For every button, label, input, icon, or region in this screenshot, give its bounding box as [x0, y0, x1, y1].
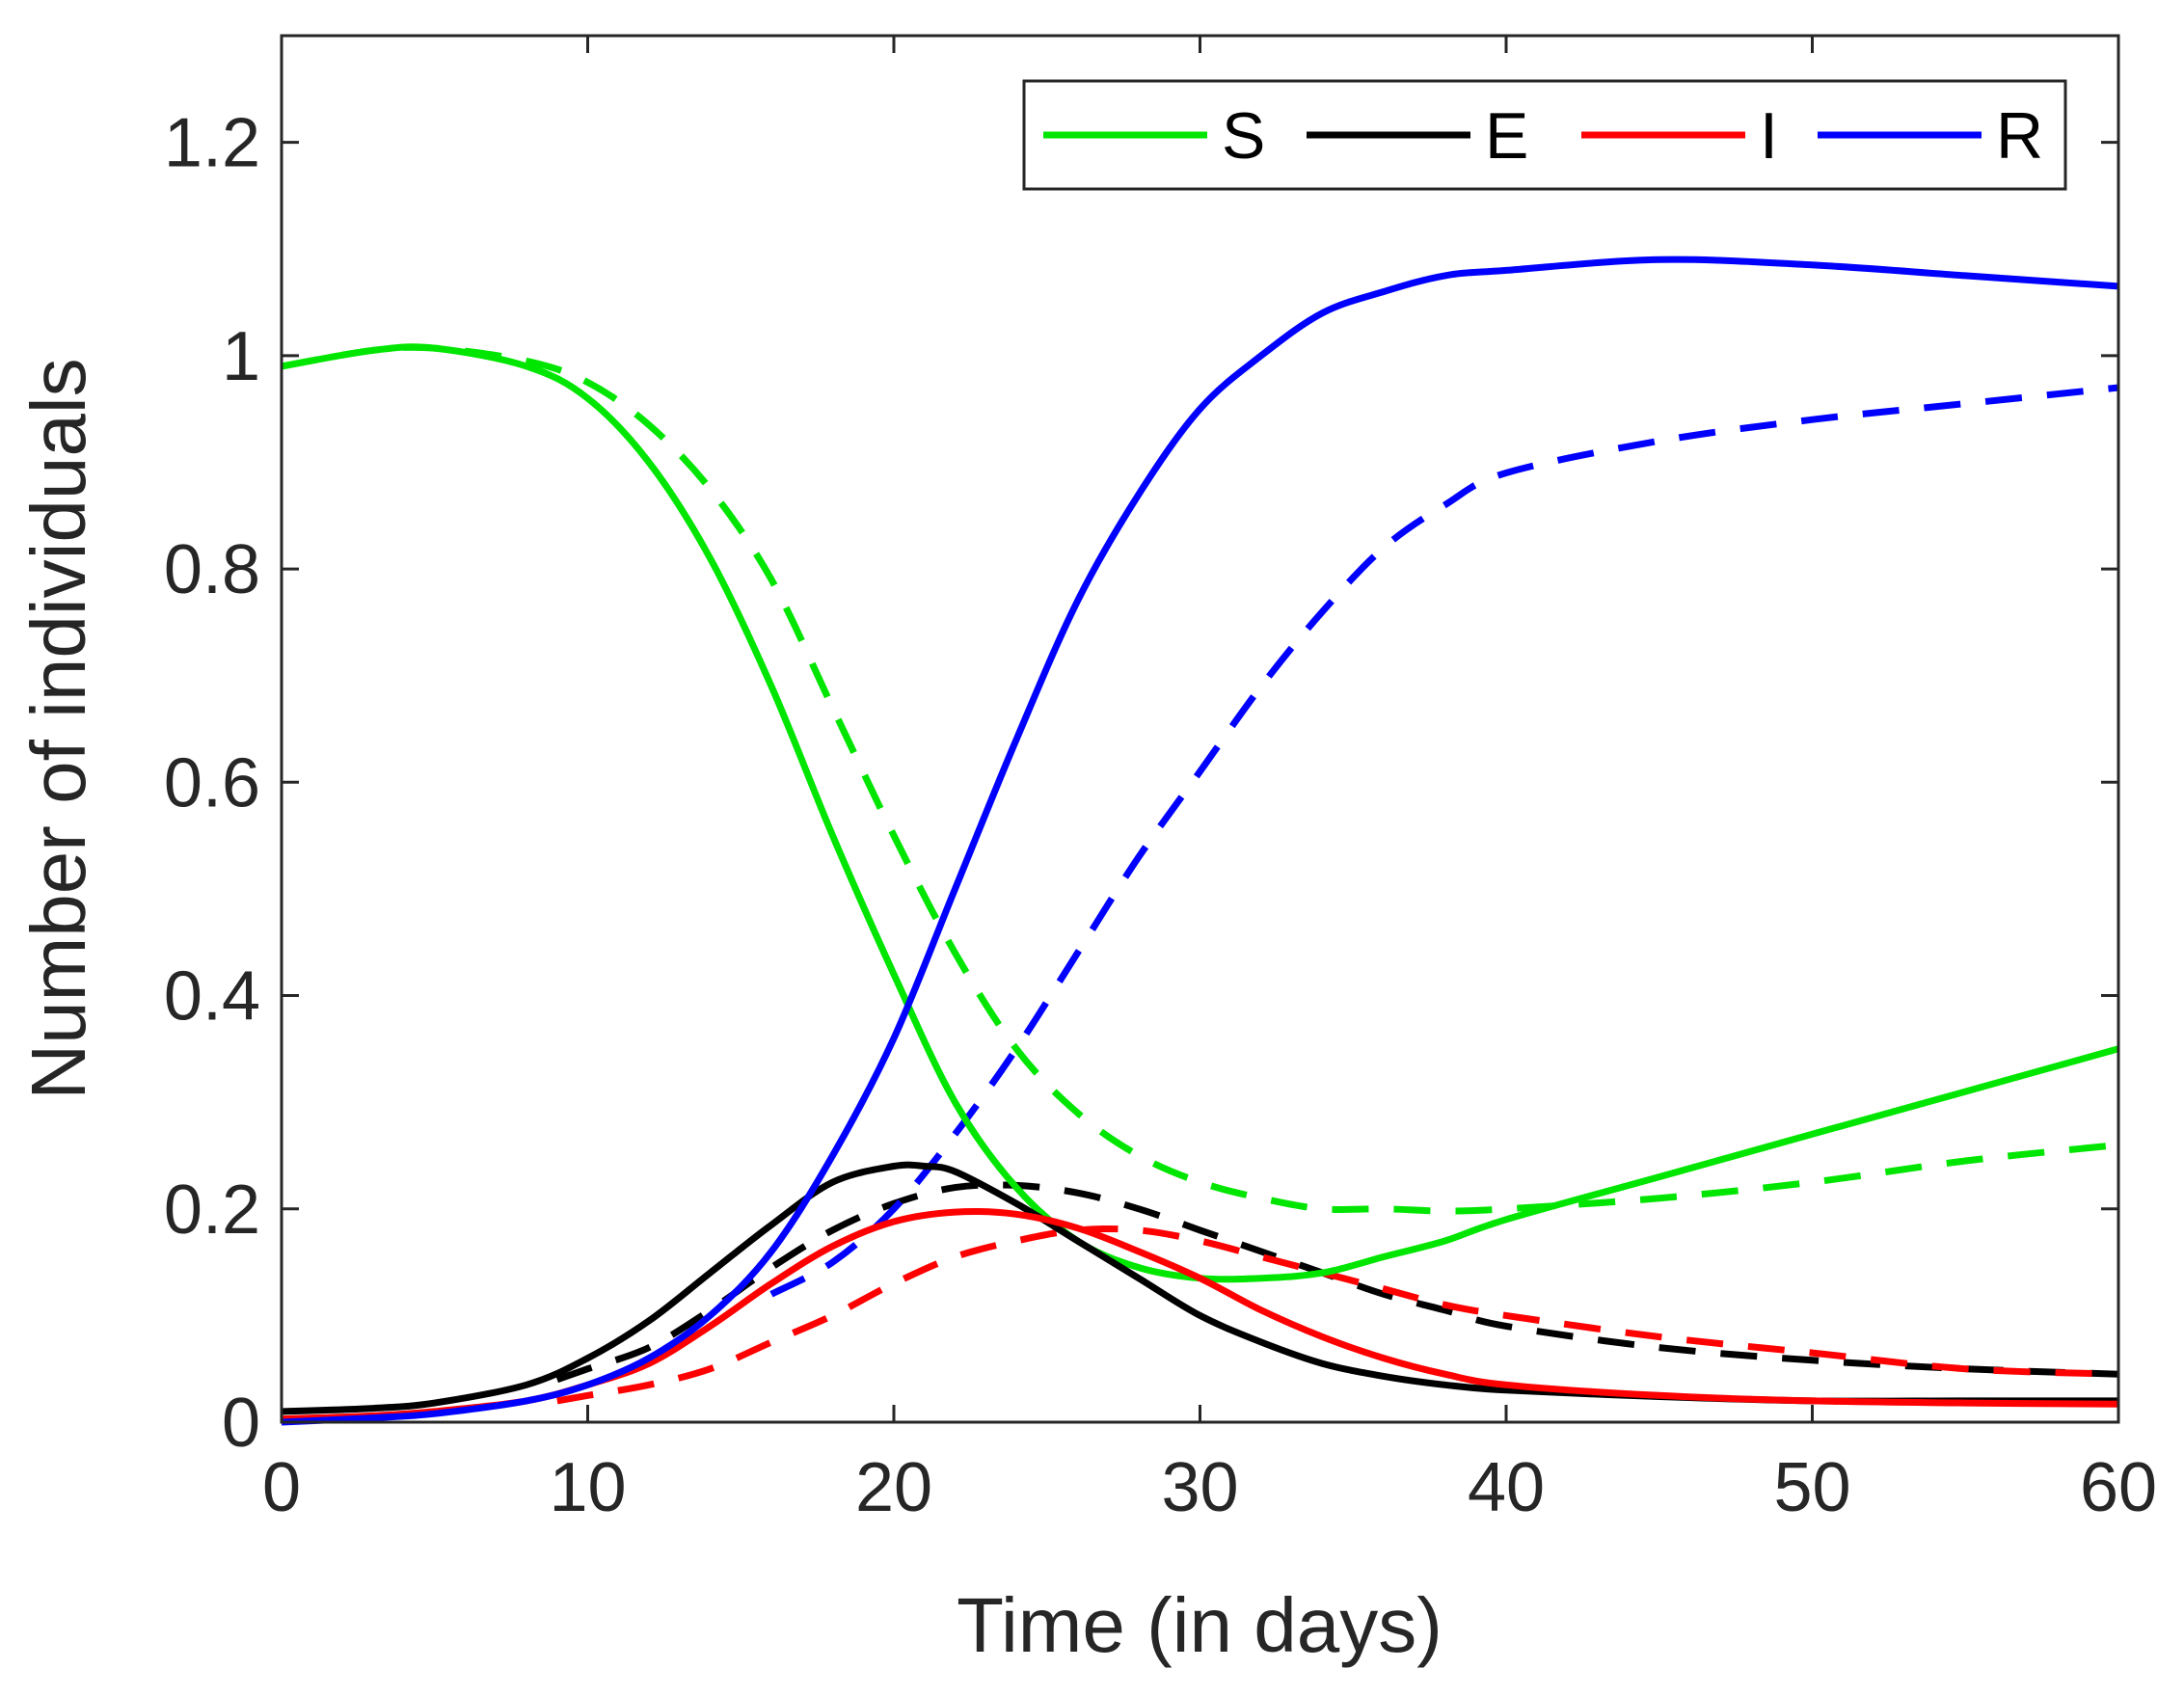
ticks-layer: 0 10 20 30 40 50 60 0 0.2 0.4 0.6 0.8 1 1.2 — [164, 36, 2157, 1526]
x-tick-label: 40 — [1468, 1449, 1545, 1526]
y-tick-label: 0.2 — [164, 1171, 260, 1249]
legend-label-r: R — [1996, 99, 2043, 173]
x-axis-label: Time (in days) — [957, 1582, 1443, 1668]
y-tick-label: 0 — [222, 1385, 260, 1462]
series-layer — [281, 256, 2119, 1426]
x-tick-label: 20 — [855, 1449, 932, 1526]
series-line-r-dashed — [769, 384, 2119, 1298]
y-tick-label: 1.2 — [164, 105, 260, 182]
x-tick-label: 50 — [1773, 1449, 1850, 1526]
series-line-s — [281, 343, 2119, 1283]
x-tick-label: 30 — [1161, 1449, 1238, 1526]
x-tick-label: 0 — [262, 1449, 301, 1526]
legend-label-s: S — [1222, 99, 1265, 173]
y-tick-label: 0.8 — [164, 531, 260, 608]
y-tick-label: 0.6 — [164, 744, 260, 821]
series-line-e-dashed — [555, 1181, 2119, 1384]
legend-label-e: E — [1485, 99, 1528, 173]
y-tick-label: 0.4 — [164, 958, 260, 1036]
series-line-r — [281, 256, 2119, 1426]
y-axis-label: Number of individuals — [15, 358, 101, 1099]
y-tick-label: 1 — [222, 318, 260, 395]
plot-area: 0 10 20 30 40 50 60 0 0.2 0.4 0.6 0.8 1 1.2 — [164, 34, 2157, 1526]
series-line-s-dashed — [281, 343, 2119, 1215]
legend-label-i: I — [1760, 99, 1778, 173]
series-line-i-dashed — [556, 1225, 2119, 1405]
x-tick-label: 60 — [2080, 1449, 2157, 1526]
x-tick-label: 10 — [549, 1449, 626, 1526]
